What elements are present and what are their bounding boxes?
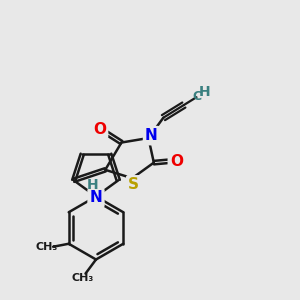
Text: CH₃: CH₃ — [71, 273, 94, 283]
Text: H: H — [87, 178, 98, 192]
Text: H: H — [199, 85, 211, 99]
Text: O: O — [170, 154, 183, 169]
Text: N: N — [90, 190, 102, 206]
Text: O: O — [93, 122, 106, 136]
Text: C: C — [192, 90, 201, 104]
Text: CH₃: CH₃ — [36, 242, 58, 252]
Text: N: N — [145, 128, 158, 143]
Text: S: S — [128, 177, 139, 192]
